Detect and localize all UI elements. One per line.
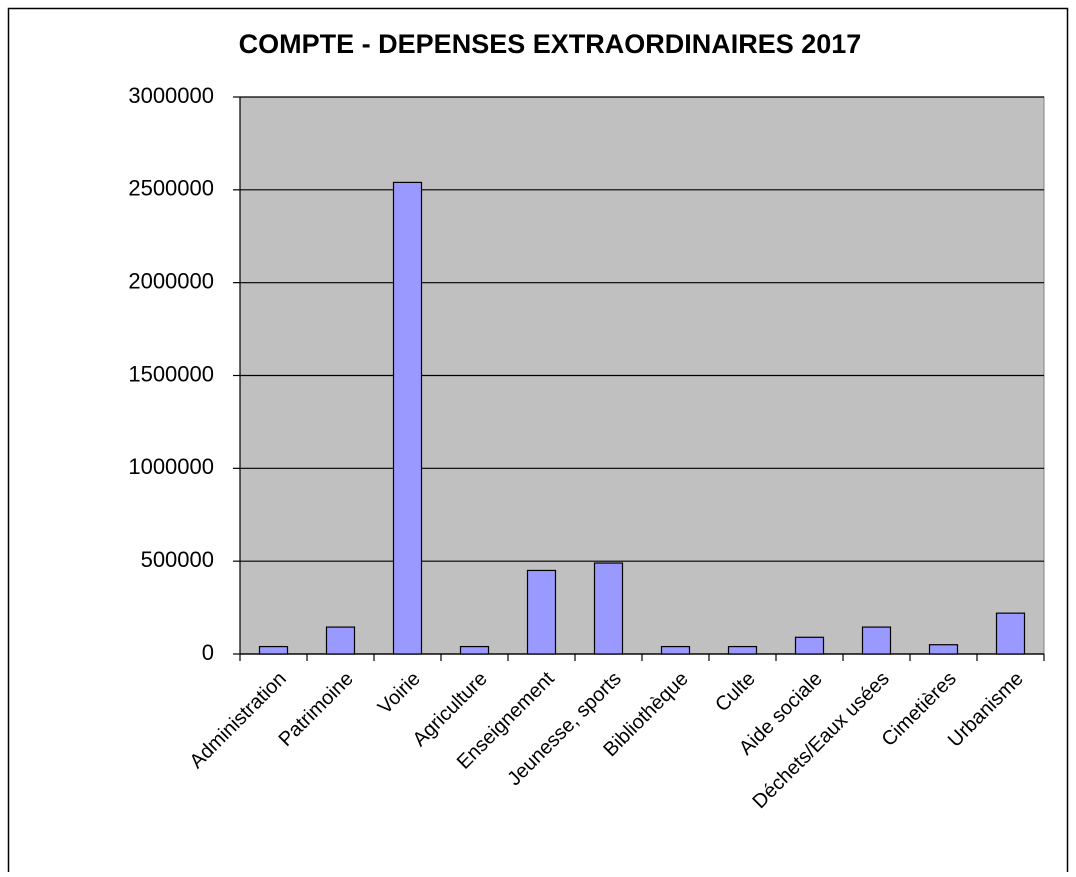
bar <box>995 612 1026 655</box>
bar <box>727 645 758 655</box>
bar <box>593 562 624 655</box>
bar <box>861 626 892 655</box>
bar <box>325 626 356 655</box>
y-tick-label: 2000000 <box>128 268 214 293</box>
y-tick-label: 1500000 <box>128 361 214 386</box>
y-tick-label: 3000000 <box>128 83 214 108</box>
bar <box>794 636 825 655</box>
bar <box>928 644 959 655</box>
y-tick-label: 2500000 <box>128 176 214 201</box>
bar <box>526 569 557 655</box>
bar <box>660 645 691 655</box>
y-tick-label: 500000 <box>141 547 214 572</box>
y-tick-label: 1000000 <box>128 454 214 479</box>
bar <box>459 645 490 655</box>
bar <box>392 181 423 655</box>
chart-title: COMPTE - DEPENSES EXTRAORDINAIRES 2017 <box>239 29 862 59</box>
bar <box>258 645 289 655</box>
y-tick-label: 0 <box>202 640 214 665</box>
